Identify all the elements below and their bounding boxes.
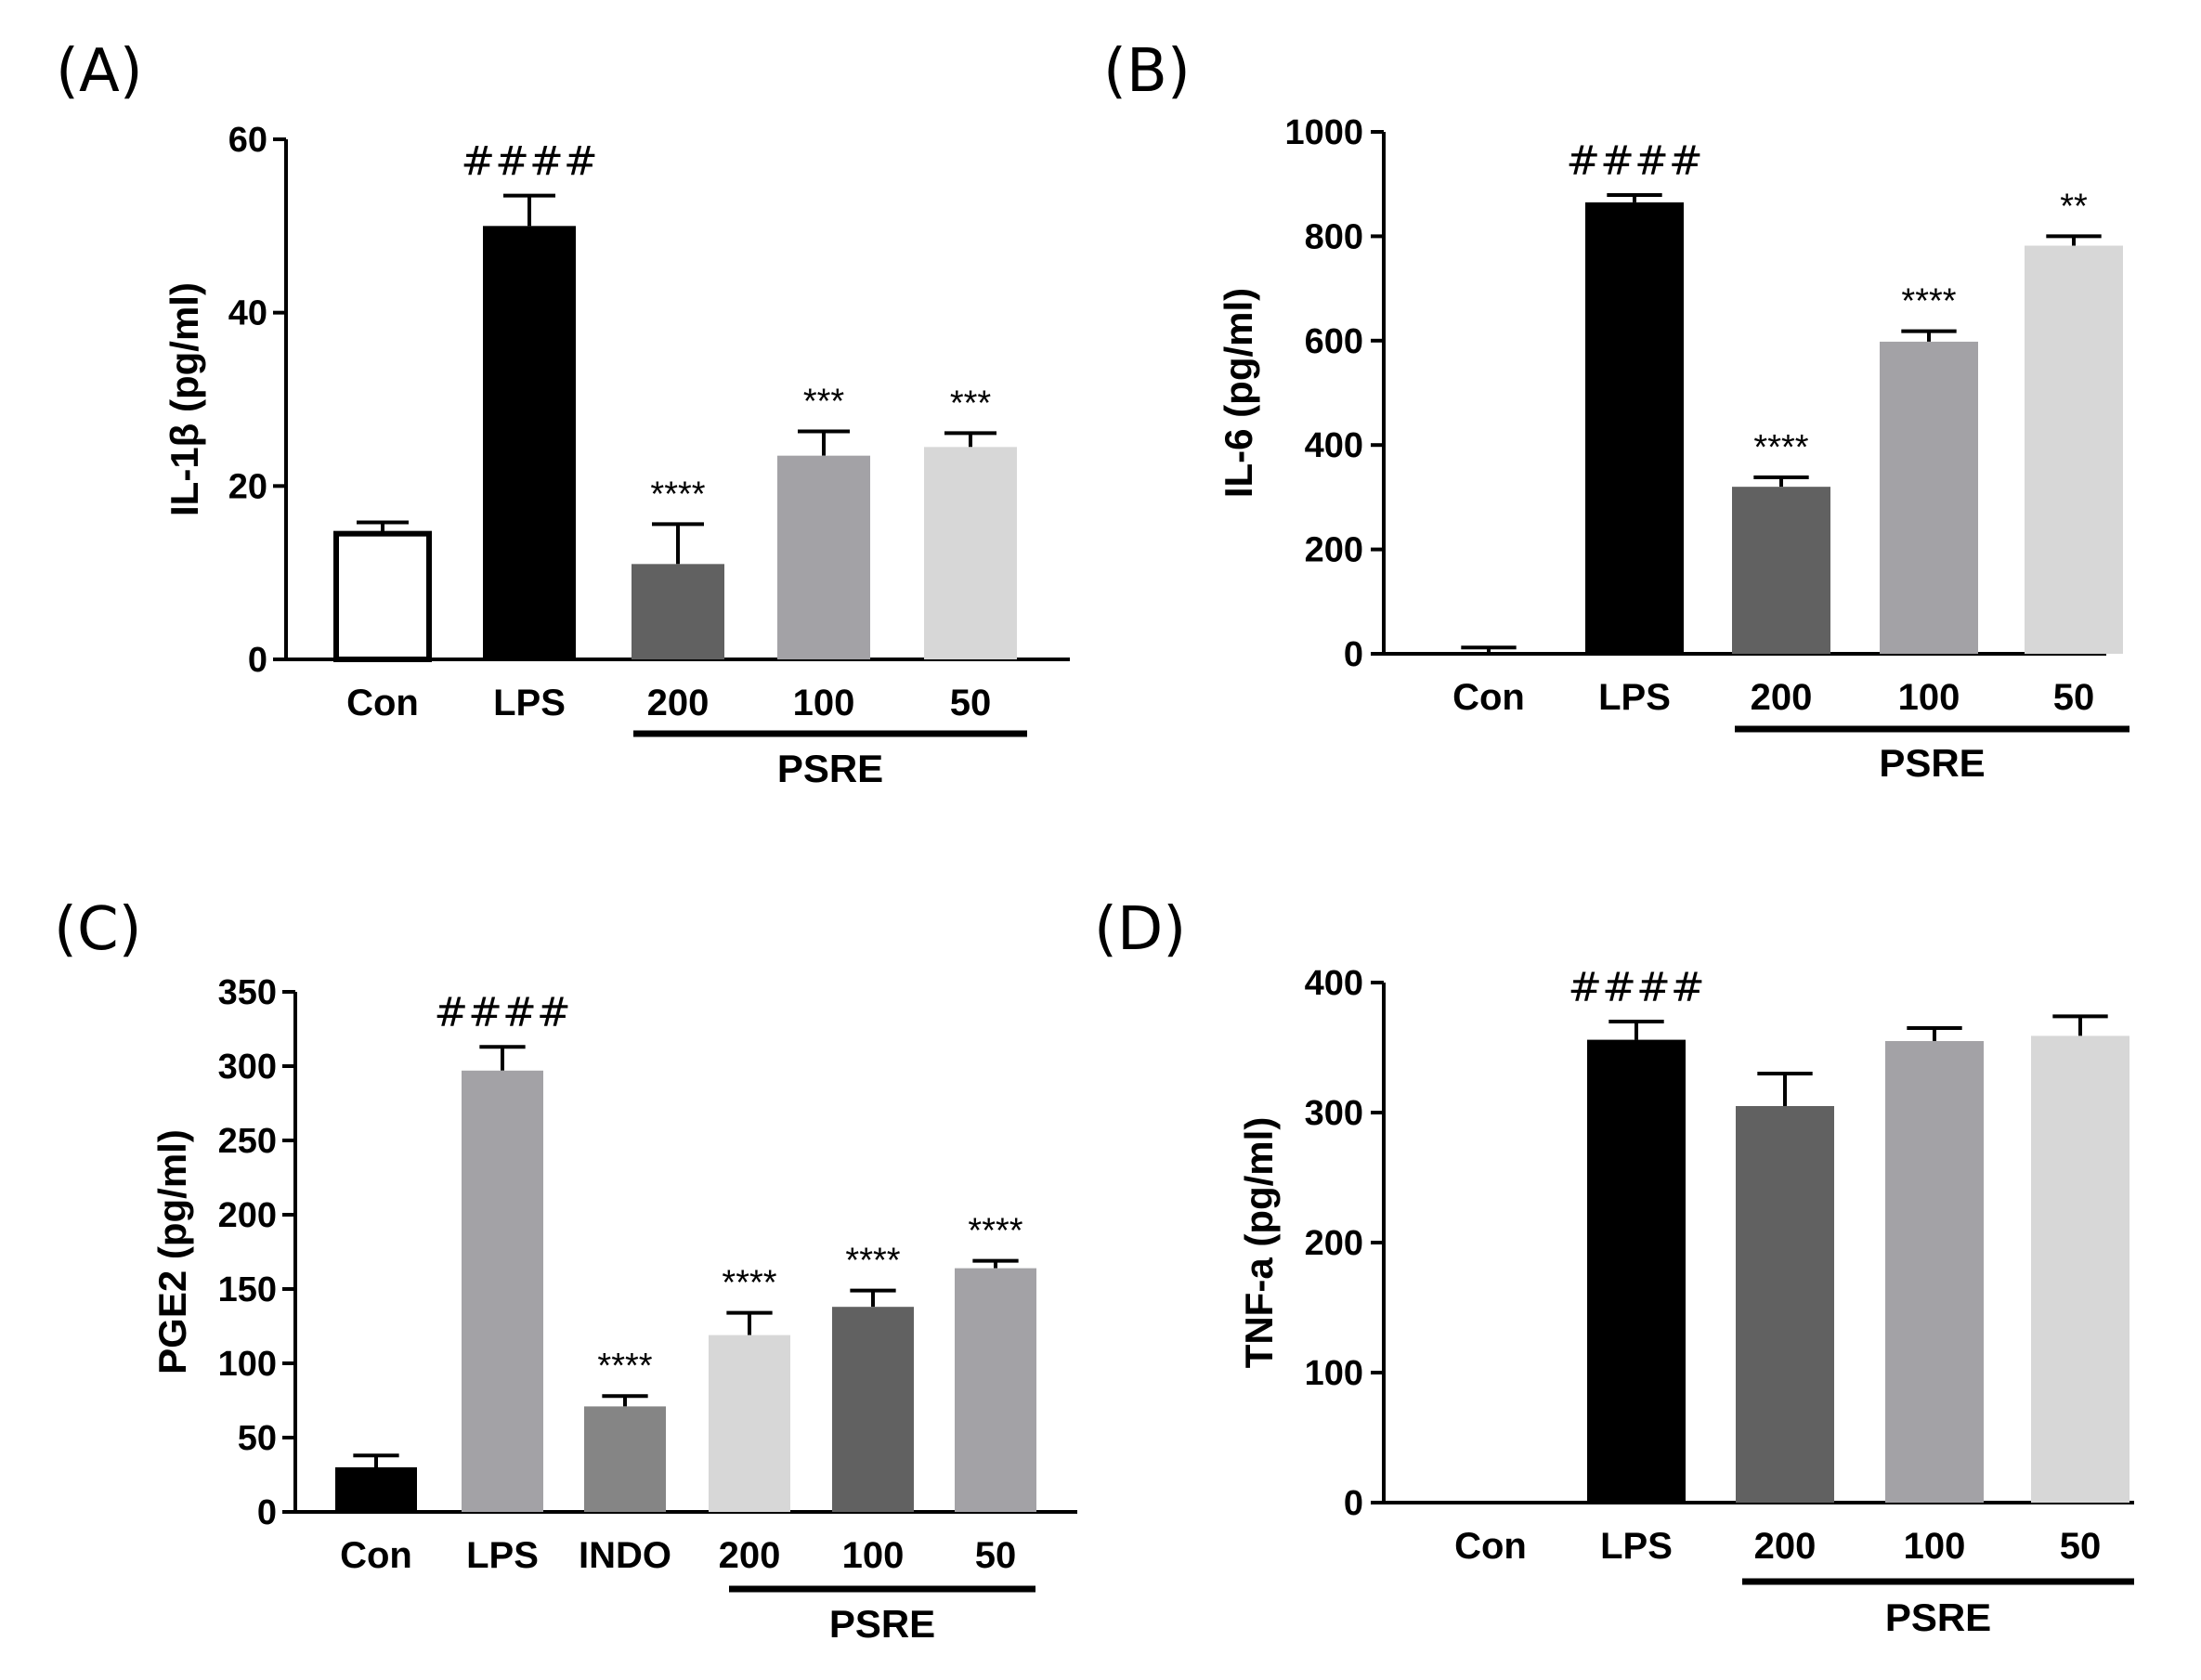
panel-label: (C) [54,895,142,964]
bar-con [333,530,432,663]
y-tick-label: 250 [218,1122,277,1161]
bar-indo [584,1406,666,1512]
y-tick-label: 0 [1344,1484,1363,1523]
x-tick-label: 100 [1898,677,1960,718]
y-tick-label: 200 [1305,1224,1363,1263]
y-tick-label: 300 [218,1048,277,1087]
significance-label: #### [434,989,570,1036]
bar-100 [1885,1041,1984,1503]
significance-label: *** [950,384,992,423]
y-tick-label: 60 [228,121,267,160]
x-tick-label: 100 [842,1535,905,1576]
chart-panel-a: (A) 0 20 40 60 IL-1β (pg/ml) Con #### LPS **** 200… [56,37,1070,790]
significance-label: ** [2060,187,2088,226]
group-label: PSRE [1879,741,1985,785]
x-tick-label: Con [1454,1526,1527,1567]
x-tick-label: LPS [466,1535,539,1576]
significance-label: **** [650,475,705,514]
y-tick-label: 0 [1344,635,1363,674]
y-tick-label: 600 [1305,322,1363,361]
bar-con [335,1467,417,1512]
y-tick-label: 300 [1305,1094,1363,1133]
x-tick-label: 50 [975,1535,1017,1576]
group-label: PSRE [829,1602,935,1646]
y-axis-title: IL-1β (pg/ml) [163,282,206,516]
significance-label: **** [1753,428,1808,467]
bar-50 [2031,1035,2129,1503]
x-tick-label: 200 [1751,677,1813,718]
panel-label: (A) [56,37,143,106]
bar-lps [1585,202,1684,654]
significance-label: **** [597,1347,652,1386]
panel-label: (B) [1103,37,1191,106]
significance-label: #### [1566,137,1702,185]
y-tick-label: 0 [248,641,267,680]
bar-200 [1736,1106,1834,1503]
y-tick-label: 0 [257,1493,277,1532]
y-tick-label: 50 [238,1419,277,1458]
significance-label: **** [968,1212,1022,1251]
y-tick-label: 100 [218,1345,277,1384]
x-tick-label: LPS [1598,677,1671,718]
x-tick-label: 50 [2060,1526,2102,1567]
bar-lps [462,1070,543,1512]
bar-50 [955,1268,1036,1512]
y-tick-label: 400 [1305,964,1363,1003]
bar-200 [1732,487,1830,654]
bar-200 [709,1335,790,1512]
group-label: PSRE [1885,1595,1991,1639]
x-tick-label: 50 [950,683,992,723]
bar-lps [483,226,576,660]
bar-200 [632,564,724,659]
bar-lps [1587,1039,1686,1503]
significance-label: **** [722,1264,776,1303]
x-tick-label: Con [340,1535,412,1576]
y-tick-label: 40 [228,294,267,333]
x-tick-label: 200 [647,683,710,723]
y-tick-label: 20 [228,467,267,506]
y-tick-label: 400 [1305,426,1363,465]
significance-label: **** [845,1242,900,1281]
y-tick-label: 1000 [1284,113,1363,152]
panel-label: (D) [1094,895,1186,964]
x-tick-label: 200 [719,1535,781,1576]
x-tick-label: Con [1452,677,1525,718]
x-tick-label: 100 [1904,1526,1966,1567]
significance-label: *** [803,383,845,422]
x-tick-label: INDO [579,1535,671,1576]
significance-label: **** [1901,282,1956,321]
significance-label: #### [461,138,597,186]
y-tick-label: 350 [218,973,277,1012]
bar-50 [924,447,1017,659]
x-tick-label: 50 [2053,677,2095,718]
chart-panel-c: (C) 0 50 100 150 200 250 300 350 PGE2 (pg/ml) Con #… [54,895,1077,1646]
y-axis-title: IL-6 (pg/ml) [1217,288,1260,498]
y-tick-label: 800 [1305,217,1363,256]
y-tick-label: 150 [218,1270,277,1309]
y-tick-label: 200 [1305,531,1363,570]
significance-label: #### [1568,964,1704,1011]
x-tick-label: LPS [493,683,566,723]
bar-100 [777,455,870,659]
chart-panel-b: (B) 0 200 400 600 800 1000 IL-6 (pg/ml) Con #### L… [1103,37,2129,785]
y-tick-label: 100 [1305,1354,1363,1393]
x-tick-label: 100 [793,683,855,723]
bar-50 [2025,245,2123,654]
y-axis-title: PGE2 (pg/ml) [150,1129,194,1374]
bar-100 [832,1307,914,1512]
bar-100 [1880,341,1978,654]
y-axis-title: TNF-a (pg/ml) [1237,1117,1281,1369]
group-label: PSRE [777,747,883,790]
x-tick-label: LPS [1600,1526,1673,1567]
x-tick-label: 200 [1754,1526,1817,1567]
y-tick-label: 200 [218,1196,277,1235]
chart-panel-d: (D) 0 100 200 300 400 TNF-a (pg/ml) Con #### LPS 2… [1094,895,2134,1639]
x-tick-label: Con [346,683,419,723]
